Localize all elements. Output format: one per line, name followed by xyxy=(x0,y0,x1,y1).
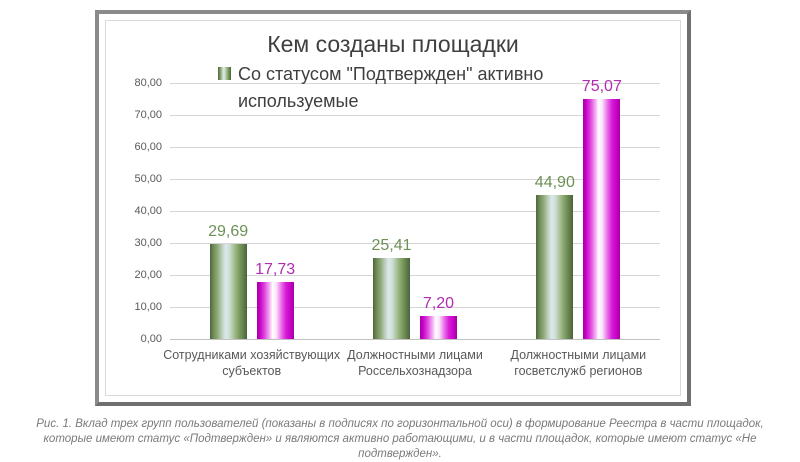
y-axis-tick-label: 40,00 xyxy=(134,205,162,217)
category-axis-label: Должностными лицами госветслужб регионов xyxy=(510,348,647,378)
bar-value-label: 17,73 xyxy=(255,261,296,279)
gridline xyxy=(170,83,660,84)
y-axis-tick-label: 20,00 xyxy=(134,269,162,281)
legend-label: Со статусом "Подтвержден" активно исполь… xyxy=(238,64,544,111)
gridline xyxy=(170,243,660,244)
y-axis-tick-label: 50,00 xyxy=(134,173,162,185)
y-axis-tick-label: 10,00 xyxy=(134,301,162,313)
legend-swatch-icon xyxy=(218,67,231,80)
gridline xyxy=(170,211,660,212)
category-axis-label: Сотрудниками хозяйствующих субъектов xyxy=(163,348,341,378)
bar-value-label: 25,41 xyxy=(371,236,412,254)
y-axis-tick-label: 30,00 xyxy=(134,237,162,249)
chart-legend: Со статусом "Подтвержден" активно исполь… xyxy=(218,61,568,115)
figure-caption: Рис. 1. Вклад трех групп пользователей (… xyxy=(36,418,764,460)
bar-value-label: 7,20 xyxy=(422,294,455,312)
gridline xyxy=(170,307,660,308)
gridline xyxy=(170,339,660,340)
y-axis-tick-label: 70,00 xyxy=(134,109,162,121)
bar-value-label: 75,07 xyxy=(581,77,622,95)
gridline xyxy=(170,179,660,180)
y-axis-tick-label: 60,00 xyxy=(134,141,162,153)
bar xyxy=(536,195,574,339)
y-axis-tick-label: 0,00 xyxy=(140,333,162,345)
gridline xyxy=(170,115,660,116)
bar xyxy=(420,315,457,339)
bar-value-label: 44,90 xyxy=(534,174,575,192)
chart-area: Кем созданы площадки Со статусом "Подтве… xyxy=(105,20,681,396)
bar xyxy=(209,243,247,339)
bar xyxy=(373,257,410,339)
plot-area: 0,00 10,00 20,00 30,00 40,00 50,00 60,00 70,00 8… xyxy=(134,77,660,378)
chart-frame: Кем созданы площадки Со статусом "Подтве… xyxy=(95,10,691,406)
gridline xyxy=(170,275,660,276)
gridline xyxy=(170,147,660,148)
chart-title: Кем созданы площадки xyxy=(267,31,519,57)
bar xyxy=(583,98,621,339)
bar-value-label: 29,69 xyxy=(208,222,249,240)
category-axis-label: Должностными лицами Россельхознадзора xyxy=(347,348,483,378)
bar xyxy=(256,282,294,339)
y-axis-tick-label: 80,00 xyxy=(134,77,162,89)
